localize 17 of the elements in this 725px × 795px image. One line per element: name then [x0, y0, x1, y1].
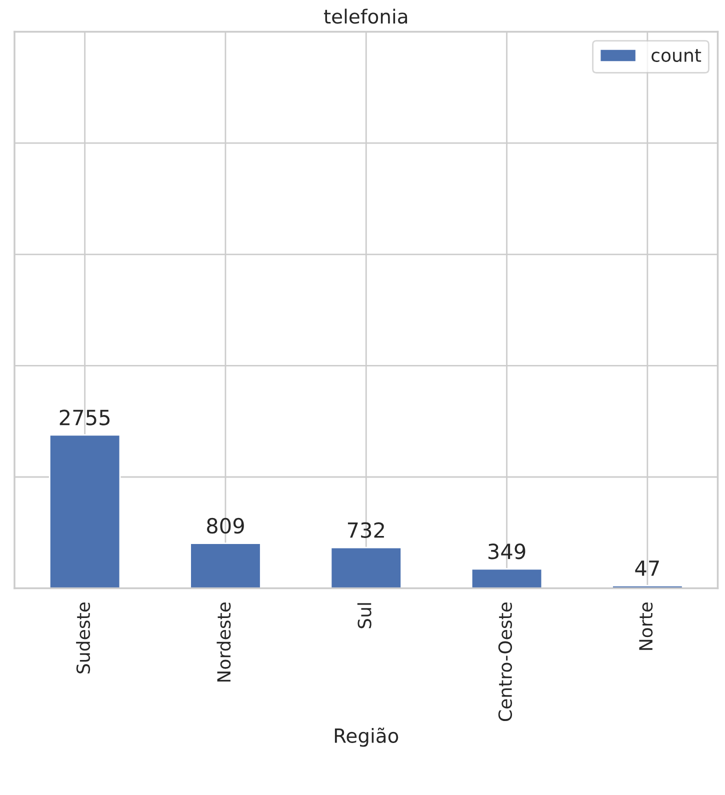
x-tick-label: Centro-Oeste	[498, 602, 512, 722]
x-tick-label: Norte	[639, 602, 653, 650]
bar	[190, 542, 262, 588]
x-tick-label: Nordeste	[216, 602, 231, 682]
x-tick-label: Sudeste	[76, 602, 90, 674]
x-tick-label: Sul	[357, 603, 372, 628]
data-label: 732	[348, 522, 384, 538]
bar	[48, 434, 121, 588]
bar	[330, 546, 402, 588]
data-label: 2755	[60, 410, 110, 426]
legend-label: count	[652, 49, 702, 62]
data-label: 809	[207, 518, 244, 534]
bar	[470, 568, 543, 588]
data-label: 349	[488, 544, 526, 560]
data-label: 47	[635, 560, 659, 576]
chart-title: telefonia	[324, 8, 408, 24]
x-axis-title: Região	[334, 728, 398, 747]
